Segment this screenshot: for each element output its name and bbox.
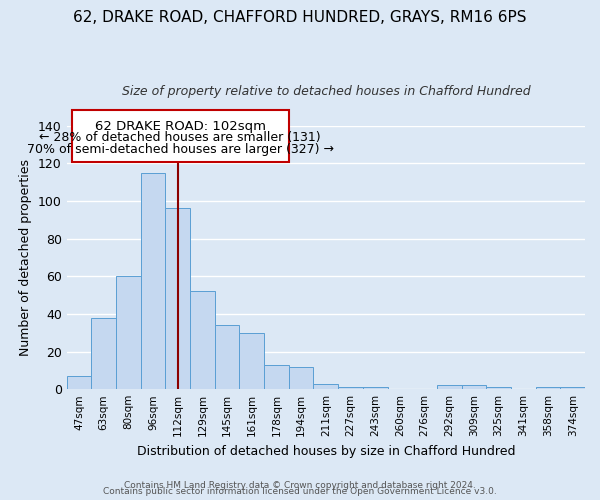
FancyBboxPatch shape xyxy=(71,110,289,162)
Text: ← 28% of detached houses are smaller (131): ← 28% of detached houses are smaller (13… xyxy=(40,131,321,144)
Bar xyxy=(536,388,560,389)
Bar xyxy=(67,376,91,389)
Bar xyxy=(166,208,190,389)
Bar xyxy=(264,364,289,389)
Bar xyxy=(363,388,388,389)
Text: 62, DRAKE ROAD, CHAFFORD HUNDRED, GRAYS, RM16 6PS: 62, DRAKE ROAD, CHAFFORD HUNDRED, GRAYS,… xyxy=(73,10,527,25)
Y-axis label: Number of detached properties: Number of detached properties xyxy=(19,159,32,356)
Text: Contains public sector information licensed under the Open Government Licence v3: Contains public sector information licen… xyxy=(103,488,497,496)
Title: Size of property relative to detached houses in Chafford Hundred: Size of property relative to detached ho… xyxy=(122,85,530,98)
Bar xyxy=(140,172,166,389)
Bar xyxy=(215,325,239,389)
Text: 70% of semi-detached houses are larger (327) →: 70% of semi-detached houses are larger (… xyxy=(26,142,334,156)
Bar xyxy=(437,386,461,389)
Text: Contains HM Land Registry data © Crown copyright and database right 2024.: Contains HM Land Registry data © Crown c… xyxy=(124,481,476,490)
X-axis label: Distribution of detached houses by size in Chafford Hundred: Distribution of detached houses by size … xyxy=(137,444,515,458)
Bar xyxy=(486,388,511,389)
Bar xyxy=(338,388,363,389)
Bar xyxy=(313,384,338,389)
Bar xyxy=(190,292,215,389)
Bar xyxy=(239,332,264,389)
Bar xyxy=(289,366,313,389)
Text: 62 DRAKE ROAD: 102sqm: 62 DRAKE ROAD: 102sqm xyxy=(95,120,266,133)
Bar xyxy=(116,276,140,389)
Bar xyxy=(461,386,486,389)
Bar xyxy=(91,318,116,389)
Bar xyxy=(560,388,585,389)
